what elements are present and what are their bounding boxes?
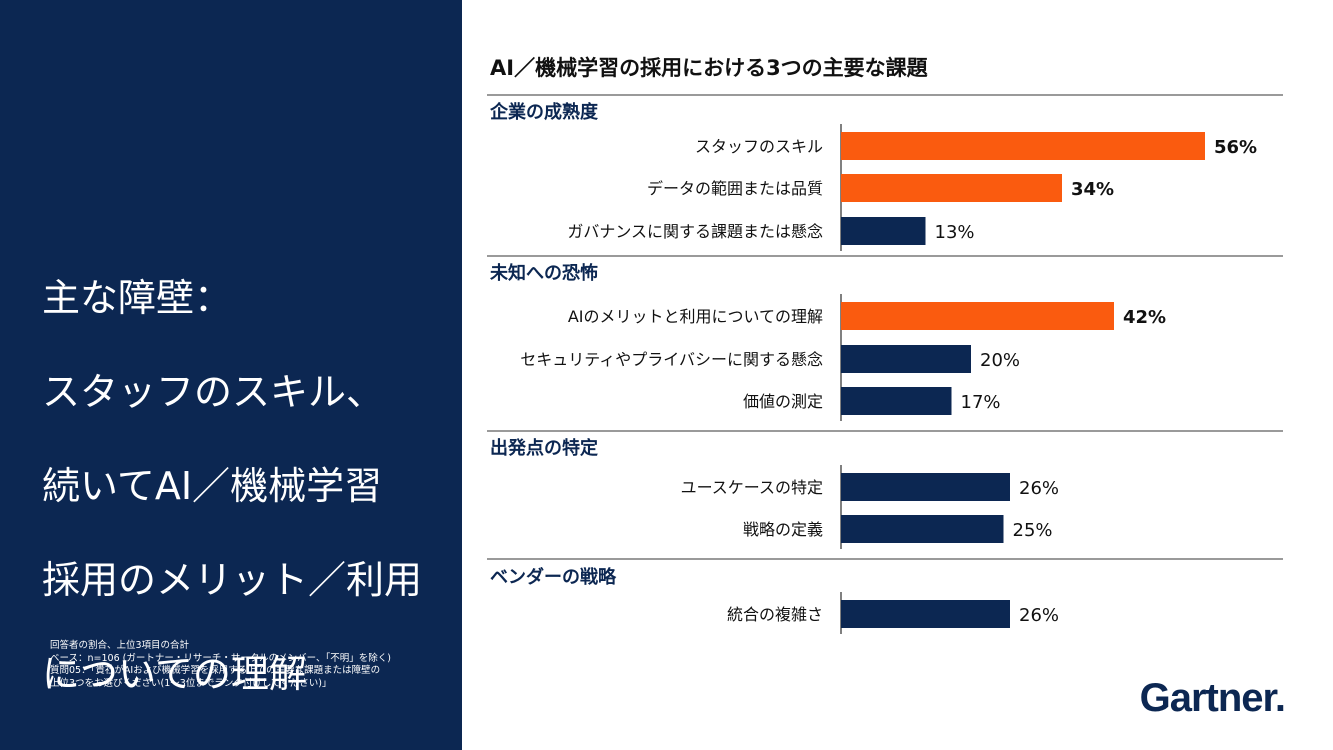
bar xyxy=(841,387,952,415)
headline-line: 続いてAI／機械学習 xyxy=(42,464,383,508)
logo-mark: . xyxy=(1274,676,1286,720)
footnote-line: 上位3つをお選びください(1〜3位までランク付けしてください)」 xyxy=(50,677,332,689)
footnote-line: 質問05：「貴社がAIおよび機械学習を採用する上での主要な課題または障壁の xyxy=(50,665,381,676)
value-label: 34% xyxy=(1071,179,1114,200)
category-label: ガバナンスに関する課題または懸念 xyxy=(567,222,823,241)
value-label: 25% xyxy=(1013,520,1053,541)
footnote-line: ベース：n=106 (ガートナー・リサーチ・サークルのメンバー、「不明」を除く) xyxy=(50,652,391,664)
value-label: 42% xyxy=(1123,307,1166,328)
headline-line: 採用のメリット／利用 xyxy=(42,558,423,602)
category-label: 価値の測定 xyxy=(743,392,823,411)
bar xyxy=(841,345,971,373)
category-label: スタッフのスキル xyxy=(695,137,823,156)
group-label: ベンダーの戦略 xyxy=(490,566,617,588)
chart-title: AI／機械学習の採用における3つの主要な課題 xyxy=(490,56,928,80)
group-label: 未知への恐怖 xyxy=(490,262,598,284)
group-label: 企業の成熟度 xyxy=(489,101,599,123)
bar xyxy=(841,132,1205,160)
value-label: 13% xyxy=(935,222,975,243)
category-label: データの範囲または品質 xyxy=(647,179,823,198)
headline-line: についての理解 xyxy=(42,652,307,696)
bar xyxy=(841,515,1004,543)
gartner-logo: Gartner. xyxy=(1139,676,1286,721)
bar xyxy=(841,600,1010,628)
headline: 主な障壁： スタッフのスキル、 続いてAI／機械学習 採用のメリット／利用 につ… xyxy=(42,228,452,745)
value-label: 56% xyxy=(1214,137,1257,158)
value-label: 26% xyxy=(1019,605,1059,626)
bar xyxy=(841,473,1010,501)
headline-line: スタッフのスキル、 xyxy=(42,370,385,414)
category-label: ユースケースの特定 xyxy=(681,478,823,497)
value-label: 26% xyxy=(1019,478,1059,499)
group-label: 出発点の特定 xyxy=(490,437,598,459)
footnote-line: 回答者の割合、上位3項目の合計 xyxy=(50,640,190,651)
category-label: 戦略の定義 xyxy=(743,520,823,539)
bar xyxy=(841,302,1114,330)
logo-text: Gartner xyxy=(1139,676,1276,720)
left-panel: 主な障壁： スタッフのスキル、 続いてAI／機械学習 採用のメリット／利用 につ… xyxy=(0,0,462,750)
category-label: セキュリティやプライバシーに関する懸念 xyxy=(520,350,823,369)
category-label: 統合の複雑さ xyxy=(727,605,823,624)
value-label: 17% xyxy=(961,392,1001,413)
category-label: AIのメリットと利用についての理解 xyxy=(568,307,823,326)
headline-line: 主な障壁： xyxy=(42,276,233,320)
bar xyxy=(841,174,1062,202)
footnote: 回答者の割合、上位3項目の合計 ベース：n=106 (ガートナー・リサーチ・サー… xyxy=(50,640,450,690)
value-label: 20% xyxy=(980,350,1020,371)
bar xyxy=(841,217,926,245)
